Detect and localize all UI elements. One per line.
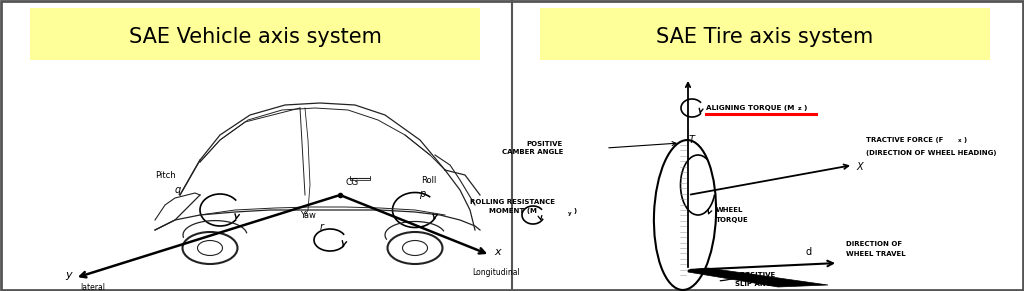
Bar [30,8,480,60]
Text: Pitch: Pitch [155,171,176,180]
Text: Longitudinal: Longitudinal [472,268,520,277]
Text: d: d [806,247,812,257]
Text: ): ) [573,208,577,214]
Text: r: r [319,222,324,232]
Text: q: q [175,185,181,195]
Text: Yaw: Yaw [300,211,315,220]
Text: DIRECTION OF: DIRECTION OF [846,241,902,247]
Text: T: T [689,135,695,145]
Text: SAE Tire axis system: SAE Tire axis system [656,27,873,47]
Text: SAE Vehicle axis system: SAE Vehicle axis system [129,27,381,47]
Text: ROLLING RESISTANCE: ROLLING RESISTANCE [470,199,555,205]
Text: SLIP ANGLE: SLIP ANGLE [735,281,781,287]
Text: WHEEL: WHEEL [716,207,743,213]
Text: y: y [568,211,571,216]
Text: X: X [856,162,862,172]
Text: MOMENT (M: MOMENT (M [489,208,537,214]
Text: Roll: Roll [421,176,436,185]
Text: ): ) [963,137,966,143]
Text: TORQUE: TORQUE [716,217,749,223]
Text: POSITIVE: POSITIVE [740,272,776,278]
Text: (DIRECTION OF WHEEL HEADING): (DIRECTION OF WHEEL HEADING) [866,150,996,156]
Text: lateral: lateral [80,283,105,291]
Text: x: x [494,247,501,257]
Text: CG: CG [345,178,358,187]
Bar [540,8,990,60]
Text: x: x [958,138,962,143]
Text: WHEEL TRAVEL: WHEEL TRAVEL [846,251,905,257]
Polygon shape [688,268,828,287]
Text: ALIGNING TORQUE (M: ALIGNING TORQUE (M [706,105,795,111]
Text: z: z [798,106,802,111]
Text: p: p [419,189,425,199]
Text: ): ) [803,105,806,111]
Text: POSITIVE
CAMBER ANGLE: POSITIVE CAMBER ANGLE [502,141,563,155]
Text: y: y [66,270,72,280]
Text: TRACTIVE FORCE (F: TRACTIVE FORCE (F [866,137,943,143]
